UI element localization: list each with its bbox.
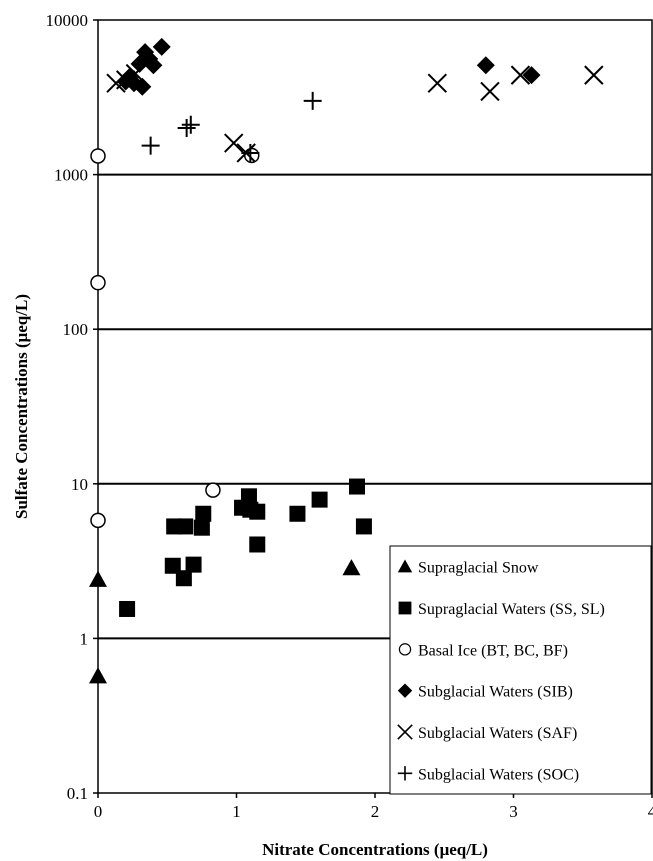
square-data-point [177, 518, 194, 535]
y-tick-label: 10000 [46, 11, 89, 30]
legend-entry: Basal Ice (BT, BC, BF) [398, 642, 568, 659]
legend-triangle-marker [397, 559, 413, 573]
legend-square-marker [398, 601, 412, 615]
legend-entry: Supraglacial Waters (SS, SL) [398, 601, 605, 618]
legend-entry: Subglacial Waters (SIB) [397, 683, 573, 701]
y-tick-labels: 0.1 1 10 100 1000 10000 [46, 11, 89, 803]
data-points [89, 37, 604, 684]
x-tick-label: 4 [648, 802, 653, 821]
square-data-point [289, 505, 306, 522]
triangle-data-point [89, 667, 107, 684]
y-tick-label: 100 [63, 320, 89, 339]
square-data-point [195, 505, 212, 522]
tick-marks [93, 19, 653, 798]
square-data-point [175, 570, 192, 587]
x-tick-labels: 0 1 2 3 4 [94, 802, 653, 821]
legend-entry: Subglacial Waters (SAF) [397, 724, 577, 742]
series-group [90, 147, 260, 529]
triangle-data-point [342, 559, 361, 576]
legend-entry: Supraglacial Snow [397, 559, 539, 577]
diamond-data-point [144, 56, 163, 75]
circle-data-point [90, 148, 106, 164]
legend-label: Subglacial Waters (SIB) [418, 684, 573, 701]
x-data-point [125, 63, 146, 84]
square-data-point [164, 557, 181, 574]
x-data-point [584, 65, 604, 85]
circle-data-point [243, 147, 260, 164]
legend-label: Subglacial Waters (SAF) [418, 725, 577, 742]
x-tick-label: 1 [232, 802, 241, 821]
series-group [119, 478, 372, 617]
circle-data-point [90, 512, 106, 529]
x-data-point [115, 70, 136, 90]
square-data-point [119, 600, 136, 617]
legend-entry: Subglacial Waters (SOC) [397, 766, 579, 783]
legend-box [389, 545, 652, 795]
legend-label: Subglacial Waters (SOC) [418, 766, 579, 783]
plus-data-point [141, 136, 160, 155]
diamond-data-point [152, 37, 171, 56]
x-data-point [224, 133, 244, 153]
legend-x-marker [397, 724, 413, 740]
y-tick-label: 0.1 [67, 784, 88, 803]
plus-data-point [181, 115, 200, 134]
x-tick-label: 3 [509, 802, 518, 821]
diamond-data-point [522, 66, 541, 85]
y-tick-label: 1000 [54, 166, 88, 185]
y-axis-title: Sulfate Concentrations (μeq/L) [12, 294, 31, 519]
series-group [141, 91, 322, 162]
series-group [116, 37, 541, 96]
y-tick-label: 1 [80, 629, 89, 648]
square-data-point [348, 478, 365, 495]
square-data-point [355, 518, 372, 535]
circle-data-point [205, 482, 221, 498]
diamond-data-point [476, 56, 495, 75]
square-data-point [185, 556, 202, 573]
plus-data-point [177, 119, 196, 138]
x-data-point [427, 73, 448, 93]
legend-label: Supraglacial Waters (SS, SL) [418, 601, 605, 618]
square-data-point [240, 488, 257, 505]
legend-plus-marker [397, 766, 413, 781]
legend-label: Basal Ice (BT, BC, BF) [418, 642, 568, 659]
x-data-point [480, 81, 500, 102]
y-tick-label: 10 [71, 475, 88, 494]
x-data-point [510, 65, 531, 85]
x-tick-label: 2 [371, 802, 380, 821]
square-data-point [249, 536, 266, 553]
circle-data-point [90, 274, 106, 291]
triangle-data-point [89, 570, 107, 587]
square-data-point [249, 503, 266, 520]
diamond-data-point [133, 77, 152, 96]
legend-entries: Supraglacial Snow Supraglacial Waters (SS… [397, 559, 605, 783]
legend: Supraglacial Snow Supraglacial Waters (SS… [389, 545, 652, 795]
legend-diamond-marker [397, 683, 413, 698]
x-axis-title: Nitrate Concentrations (μeq/L) [262, 840, 488, 859]
square-data-point [193, 519, 210, 536]
plus-data-point [241, 143, 260, 162]
legend-label: Supraglacial Snow [418, 560, 539, 577]
series-group [89, 559, 361, 684]
legend-circle-marker [398, 643, 412, 656]
square-data-point [311, 491, 328, 508]
plus-data-point [303, 91, 322, 110]
x-tick-label: 0 [94, 802, 103, 821]
